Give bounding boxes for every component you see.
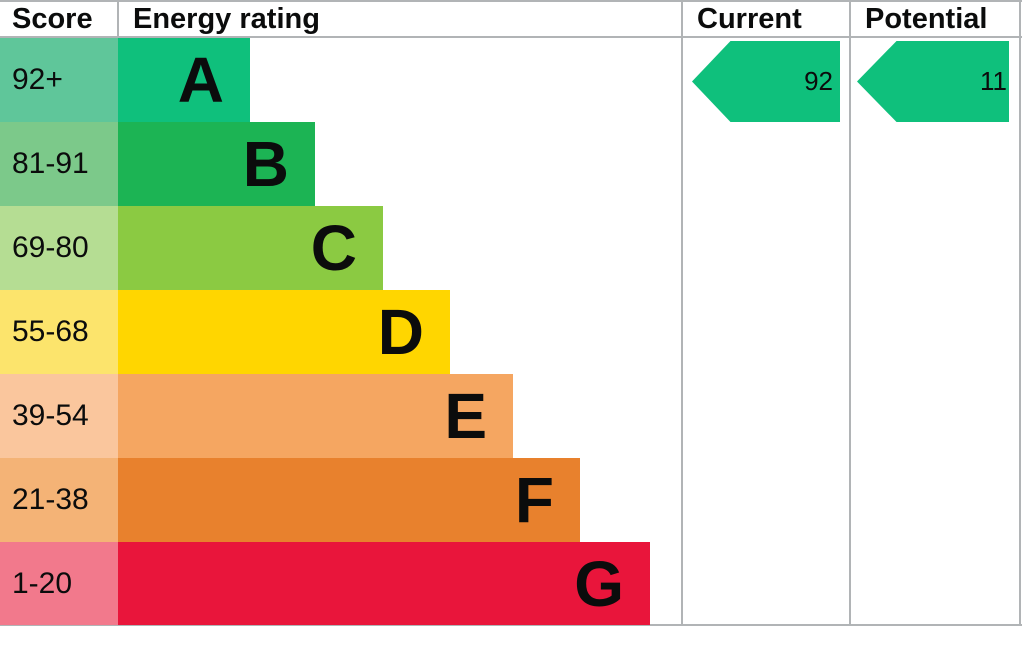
band-b-score-cell: 81-91 xyxy=(0,122,118,206)
band-d-score-cell: 55-68 xyxy=(0,290,118,374)
current-column-header: Current xyxy=(697,2,802,35)
band-a-score-cell: 92+ xyxy=(0,38,118,122)
band-e-bar: E xyxy=(118,374,513,458)
band-e-score-cell: 39-54 xyxy=(0,374,118,458)
band-b-bar: B xyxy=(118,122,315,206)
band-c-score-cell: 69-80 xyxy=(0,206,118,290)
band-d-letter: D xyxy=(377,296,424,368)
current-column-divider xyxy=(681,0,683,626)
potential-rating-arrow: 11 xyxy=(857,41,1009,122)
band-a-bar: A xyxy=(118,38,250,122)
band-rows: 92+ A 81-91 B 69-80 C 55-68 xyxy=(0,38,650,625)
potential-column-header: Potential xyxy=(865,2,988,35)
band-row-a: 92+ A xyxy=(0,38,650,122)
current-rating-value: 92 xyxy=(804,66,833,96)
potential-rating-value: 11 xyxy=(980,66,1007,96)
band-c-bar: C xyxy=(118,206,383,290)
band-c-score-label: 69-80 xyxy=(12,231,89,264)
band-f-bar: F xyxy=(118,458,580,542)
band-row-f: 21-38 F xyxy=(0,458,650,542)
score-column-divider xyxy=(117,0,119,38)
band-b-letter: B xyxy=(242,128,289,200)
band-g-score-label: 1-20 xyxy=(12,566,73,600)
band-d-score-label: 55-68 xyxy=(12,315,89,348)
band-row-g: 1-20 G xyxy=(0,542,650,625)
energy-rating-column-header: Energy rating xyxy=(133,2,320,35)
band-f-score-label: 21-38 xyxy=(12,483,89,516)
band-row-c: 69-80 C xyxy=(0,206,650,290)
header-bottom-border xyxy=(0,36,1022,38)
band-g-score-cell: 1-20 xyxy=(0,542,118,625)
table-top-border xyxy=(0,0,1022,2)
table-bottom-border xyxy=(0,624,1022,626)
band-b-score-label: 81-91 xyxy=(12,147,89,180)
potential-column-divider xyxy=(849,0,851,626)
table-right-border xyxy=(1019,0,1021,626)
band-row-b: 81-91 B xyxy=(0,122,650,206)
band-e-letter: E xyxy=(444,380,487,452)
band-g-letter: G xyxy=(574,547,624,620)
band-c-letter: C xyxy=(310,212,357,284)
current-rating-arrow: 92 xyxy=(692,41,840,122)
band-a-score-label: 92+ xyxy=(12,63,63,96)
band-row-d: 55-68 D xyxy=(0,290,650,374)
score-column-header: Score xyxy=(12,2,93,35)
band-row-e: 39-54 E xyxy=(0,374,650,458)
band-e-score-label: 39-54 xyxy=(12,399,89,432)
band-g-bar: G xyxy=(118,542,650,625)
band-d-bar: D xyxy=(118,290,450,374)
band-f-score-cell: 21-38 xyxy=(0,458,118,542)
band-f-letter: F xyxy=(514,464,554,536)
band-a-letter: A xyxy=(177,44,224,116)
